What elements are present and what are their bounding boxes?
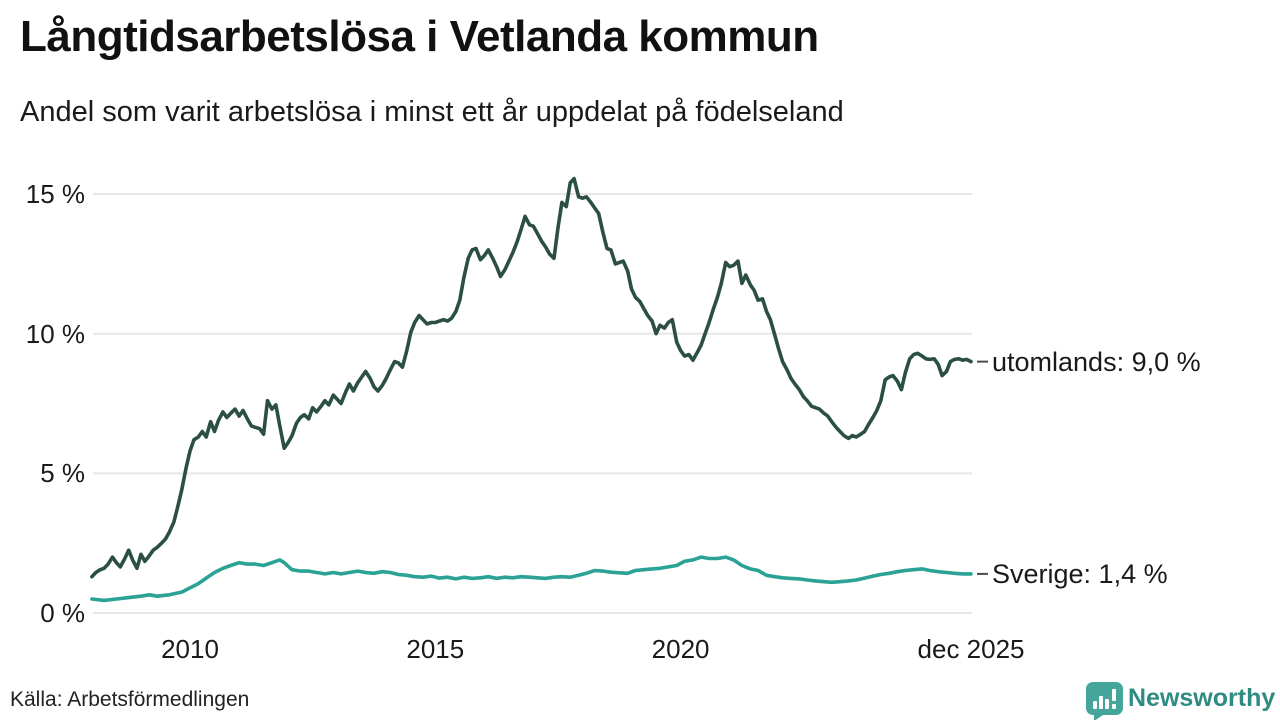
source-note: Källa: Arbetsförmedlingen [10,688,250,711]
y-tick-label: 15 % [25,179,85,210]
x-tick-label: 2015 [406,634,465,664]
line-utomlands [90,176,973,579]
newsworthy-logo-icon [1086,682,1123,720]
y-tick-label: 0 % [40,598,85,628]
newsworthy-logo-text: Newsworthy [1128,684,1276,712]
y-tick-label: 10 % [25,318,85,349]
line-Sverige [90,555,973,603]
x-tick-label: 2020 [651,634,710,664]
series-label-utomlands: utomlands: 9,0 % [992,346,1201,377]
page-title: Långtidsarbetslösa i Vetlanda kommun [20,12,819,61]
series-label-sverige: Sverige: 1,4 % [992,558,1168,589]
y-tick-label: 5 % [40,458,85,489]
chart-subtitle: Andel som varit arbetslösa i minst ett å… [20,96,844,128]
x-tick-label: dec 2025 [917,634,1025,664]
x-tick-label: 2010 [161,634,219,664]
